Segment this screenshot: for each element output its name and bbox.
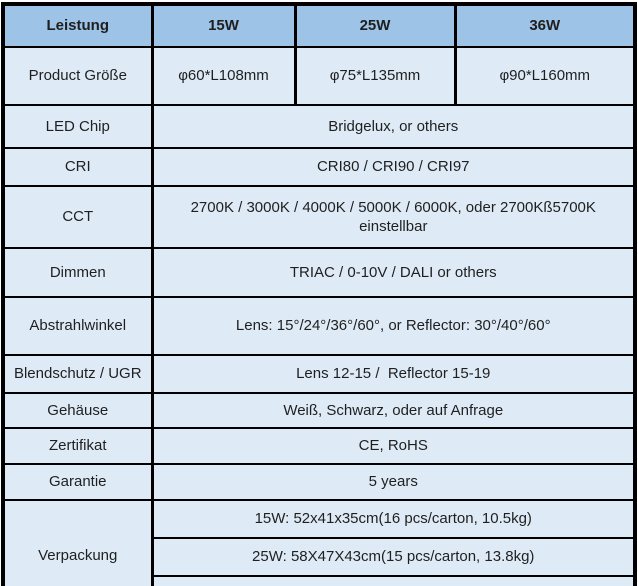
spec-row-gehaeuse: Gehäuse Weiß, Schwarz, oder auf Anfrage [1,392,637,429]
row-label-dimmen: Dimmen [1,247,154,298]
packaging-value-36w: 36W: 57X48X37cm(12 pcs/carton, 13.2kg) [150,575,637,586]
row-label-gehaeuse: Gehäuse [1,392,154,429]
row-value-cri: CRI80 / CRI90 / CRI97 [150,147,637,187]
row-value-gehaeuse: Weiß, Schwarz, oder auf Anfrage [150,392,637,429]
product-size-36w: φ90*L160mm [453,46,637,106]
spec-row-abstrahlwinkel: Abstrahlwinkel Lens: 15°/24°/36°/60°, or… [1,296,637,356]
packaging-value-15w: 15W: 52x41x35cm(16 pcs/carton, 10.5kg) [150,499,637,539]
spec-row-garantie: Garantie 5 years [1,463,637,501]
header-cell-leistung: Leistung [1,3,154,48]
spec-row-cct: CCT 2700K / 3000K / 4000K / 5000K / 6000… [1,185,637,249]
header-row: Leistung 15W 25W 36W [1,3,637,48]
row-value-garantie: 5 years [150,463,637,501]
product-size-row: Product Größe φ60*L108mm φ75*L135mm φ90*… [1,46,637,106]
header-cell-36w: 36W [453,3,637,48]
row-label-zertifikat: Zertifikat [1,427,154,465]
product-size-25w: φ75*L135mm [293,46,457,106]
spec-row-blendschutz-ugr: Blendschutz / UGR Lens 12-15 / Reflector… [1,354,637,394]
packaging-value-25w: 25W: 58X47X43cm(15 pcs/carton, 13.8kg) [150,537,637,577]
spec-row-cri: CRI CRI80 / CRI90 / CRI97 [1,147,637,187]
row-label-led-chip: LED Chip [1,104,154,149]
row-label-product-size: Product Größe [1,46,154,106]
row-value-cct: 2700K / 3000K / 4000K / 5000K / 6000K, o… [150,185,637,249]
row-value-blendschutz-ugr: Lens 12-15 / Reflector 15-19 [150,354,637,394]
row-value-led-chip: Bridgelux, or others [150,104,637,149]
row-label-verpackung: Verpackung [1,499,154,586]
product-size-15w: φ60*L108mm [150,46,297,106]
row-label-garantie: Garantie [1,463,154,501]
row-label-abstrahlwinkel: Abstrahlwinkel [1,296,154,356]
row-label-cct: CCT [1,185,154,249]
header-cell-15w: 15W [150,3,297,48]
row-value-zertifikat: CE, RoHS [150,427,637,465]
spec-row-led-chip: LED Chip Bridgelux, or others [1,104,637,149]
row-value-abstrahlwinkel: Lens: 15°/24°/36°/60°, or Reflector: 30°… [150,296,637,356]
row-label-blendschutz-ugr: Blendschutz / UGR [1,354,154,394]
row-label-cri: CRI [1,147,154,187]
packaging-row-15w: Verpackung 15W: 52x41x35cm(16 pcs/carton… [1,499,637,586]
spec-row-dimmen: Dimmen TRIAC / 0-10V / DALI or others [1,247,637,298]
spec-row-zertifikat: Zertifikat CE, RoHS [1,427,637,465]
packaging-row-25w: 25W: 58X47X43cm(15 pcs/carton, 13.8kg) [3,537,637,577]
header-cell-25w: 25W [293,3,457,48]
row-value-dimmen: TRIAC / 0-10V / DALI or others [150,247,637,298]
